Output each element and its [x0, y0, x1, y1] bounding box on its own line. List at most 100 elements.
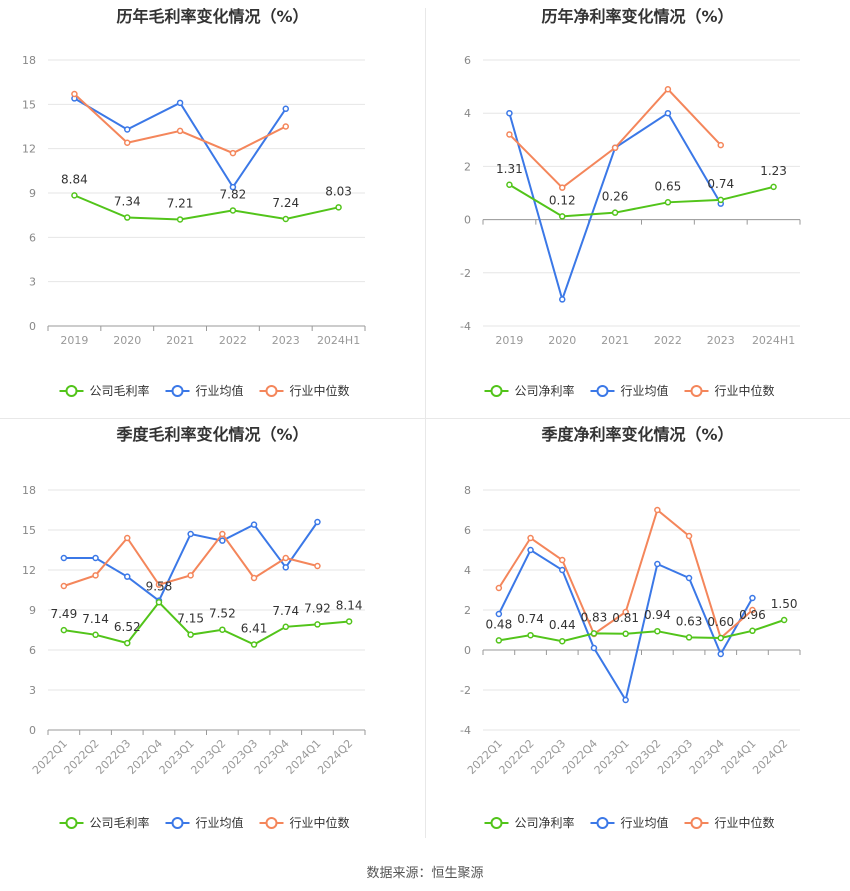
- data-point-industry_median: [187, 572, 194, 579]
- data-point-industry_avg: [559, 296, 566, 303]
- legend-label: 行业中位数: [290, 383, 350, 398]
- data-point-industry_avg: [314, 518, 321, 526]
- chart-1: 历年毛利率变化情况（%） 0 3 6 9 12 15 18 2019 2020 2021 2022 20…: [22, 7, 366, 398]
- data-point-company: [282, 215, 289, 223]
- data-point-company: [187, 631, 194, 638]
- legend-label: 行业中位数: [715, 383, 775, 398]
- data-point-company: [155, 599, 163, 606]
- legend-item-company[interactable]: 公司毛利率: [59, 383, 150, 398]
- data-point-industry_median: [717, 141, 724, 149]
- data-point-industry_median: [71, 90, 78, 98]
- data-point-company: [559, 213, 566, 220]
- data-point-company: [345, 618, 353, 625]
- legend-item-company[interactable]: 公司毛利率: [59, 815, 150, 830]
- chart-title: 历年毛利率变化情况（%）: [116, 7, 308, 26]
- legend-item-industry_median[interactable]: 行业中位数: [259, 383, 350, 398]
- y-tick-label: 0: [29, 320, 36, 333]
- data-label: 1.23: [760, 164, 787, 178]
- data-source-label: 数据来源：恒生聚源: [366, 866, 484, 881]
- legend-item-company[interactable]: 公司净利率: [484, 815, 575, 830]
- data-point-industry_median: [219, 530, 226, 538]
- x-tick-label: 2021: [601, 334, 629, 347]
- data-point-company: [314, 621, 321, 628]
- data-point-industry_avg: [229, 183, 237, 191]
- legend-item-industry_avg[interactable]: 行业均值: [590, 815, 669, 830]
- data-point-industry_avg: [124, 573, 131, 580]
- data-point-company: [770, 183, 777, 191]
- data-point-industry_median: [176, 127, 184, 135]
- data-label: 0.65: [655, 179, 682, 193]
- legend-label: 行业均值: [196, 383, 244, 398]
- chart-4: 季度净利率变化情况（%）-4-2024682022Q12022Q22022Q32…: [460, 425, 801, 830]
- data-point-company: [250, 641, 258, 648]
- x-tick-label: 2024H1: [317, 334, 360, 347]
- data-point-industry_avg: [527, 546, 534, 554]
- data-point-company: [506, 181, 513, 189]
- data-point-company: [124, 639, 131, 647]
- x-tick-label: 2020: [548, 334, 576, 347]
- data-point-industry_median: [611, 144, 619, 152]
- data-label: 7.21: [167, 196, 194, 210]
- data-point-company: [654, 627, 661, 635]
- data-point-industry_avg: [60, 554, 68, 562]
- legend-item-company[interactable]: 公司净利率: [484, 383, 575, 398]
- x-tick-label: 2023: [272, 334, 300, 347]
- data-point-industry_avg: [590, 644, 598, 652]
- y-tick-label: 6: [464, 54, 471, 67]
- data-point-industry_median: [229, 149, 237, 157]
- data-point-company: [92, 631, 99, 639]
- x-tick-label: 2024H1: [752, 334, 795, 347]
- series-line-industry_avg: [508, 111, 722, 303]
- data-point-company: [622, 630, 629, 638]
- data-point-industry_median: [60, 582, 68, 590]
- x-tick-label: 2022: [654, 334, 682, 347]
- legend-marker-icon: [490, 385, 503, 397]
- chart-title: 季度净利率变化情况（%）: [540, 425, 733, 444]
- series-line-company: [498, 619, 785, 643]
- data-label: 0.74: [707, 177, 734, 191]
- legend-item-industry_avg[interactable]: 行业均值: [590, 383, 669, 398]
- data-label: 6.41: [241, 622, 268, 636]
- data-point-industry_avg: [622, 696, 629, 704]
- legend-marker-icon: [171, 817, 184, 829]
- legend-label: 公司毛利率: [90, 815, 150, 830]
- x-tick-label: 2021: [166, 334, 194, 347]
- data-point-industry_avg: [92, 554, 99, 562]
- data-label: 0.12: [549, 193, 576, 207]
- data-point-industry_median: [124, 534, 131, 542]
- legend-item-industry_median[interactable]: 行业中位数: [259, 815, 350, 830]
- data-point-company: [282, 623, 289, 631]
- y-tick-label: -2: [460, 267, 471, 280]
- chart-title: 历年净利率变化情况（%）: [541, 7, 733, 26]
- data-point-industry_avg: [219, 537, 226, 544]
- legend-marker-icon: [690, 385, 703, 397]
- horizontal-divider: [0, 418, 850, 419]
- y-tick-label: 0: [464, 214, 471, 227]
- y-tick-label: 9: [29, 187, 36, 200]
- data-point-company: [590, 630, 598, 637]
- legend-label: 行业均值: [621, 383, 669, 398]
- data-label: 7.14: [82, 612, 109, 626]
- y-tick-label: 12: [22, 564, 36, 577]
- legend-item-industry_avg[interactable]: 行业均值: [165, 815, 244, 830]
- series-line-industry_median: [508, 87, 722, 190]
- x-tick-label: 2023: [707, 334, 735, 347]
- legend-item-industry_avg[interactable]: 行业均值: [165, 383, 244, 398]
- data-label: 9.58: [146, 579, 173, 593]
- y-tick-label: 3: [29, 276, 36, 289]
- data-point-company: [559, 637, 566, 645]
- data-point-industry_median: [559, 556, 566, 564]
- data-point-industry_median: [282, 123, 289, 130]
- data-point-industry_median: [559, 184, 566, 191]
- legend-item-industry_median[interactable]: 行业中位数: [684, 815, 775, 830]
- y-tick-label: -4: [460, 320, 471, 333]
- y-tick-label: 0: [29, 724, 36, 737]
- data-label: 7.52: [209, 607, 236, 621]
- y-tick-label: 0: [464, 644, 471, 657]
- data-label: 7.92: [304, 601, 331, 615]
- data-point-company: [527, 631, 534, 639]
- legend-item-industry_median[interactable]: 行业中位数: [684, 383, 775, 398]
- data-label: 8.14: [336, 598, 363, 612]
- legend-marker-icon: [265, 817, 278, 829]
